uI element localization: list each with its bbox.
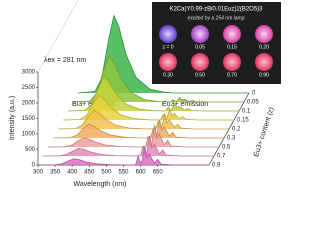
spectrum-fill xyxy=(48,125,219,147)
photo xyxy=(255,53,273,71)
inset-title: K2Ca(Y0.99-zBi0.01Euz)2(B2O5)3 xyxy=(169,7,263,13)
x-tick-label: 300 xyxy=(33,170,44,176)
inset-subtitle: excited by a 254 nm lamp xyxy=(188,15,245,21)
spectrum-line xyxy=(67,76,239,112)
x-tick-label: 550 xyxy=(118,170,129,176)
x-tick-label: 450 xyxy=(84,170,95,176)
y-tick-label: 2500 xyxy=(22,85,36,91)
y-tick-label: 2000 xyxy=(22,101,36,107)
x-tick-label: 650 xyxy=(153,170,164,176)
chart: Intensity (a.u.) Wavelength (nm) Eu3+ co… xyxy=(9,0,281,188)
photo xyxy=(191,53,209,71)
z-tick-label: 0.1 xyxy=(242,109,251,115)
z-tick-label: 0 xyxy=(252,91,256,97)
spectrum-fill xyxy=(43,135,214,156)
z-tick-label: 0.9 xyxy=(212,163,221,169)
y-tick-label: 3000 xyxy=(22,70,36,76)
spectrum-line xyxy=(72,54,244,103)
photo xyxy=(159,53,177,71)
axis-line xyxy=(37,0,79,73)
spectrum-line xyxy=(47,125,219,148)
annotation: λex = 281 nm xyxy=(44,57,86,64)
y-tick-label: 0 xyxy=(32,163,36,169)
inset-background xyxy=(152,2,281,84)
y-tick-label: 500 xyxy=(25,147,36,153)
photo-label: 0.70 xyxy=(227,72,237,78)
photo xyxy=(223,25,241,43)
y-tick-label: 1000 xyxy=(22,132,36,138)
z-axis-label: Eu3+ content (z) xyxy=(253,107,276,158)
y-axis-label: Intensity (a.u.) xyxy=(9,96,16,140)
spectrum-fill xyxy=(53,119,224,138)
photo-label: 0.30 xyxy=(163,72,173,78)
inset: K2Ca(Y0.99-zBi0.01Euz)2(B2O5)3 excited b… xyxy=(152,2,281,84)
spectrum-line xyxy=(52,119,224,139)
photo xyxy=(223,53,241,71)
photo-label: 0.90 xyxy=(259,72,269,78)
y-tick-label: 1500 xyxy=(22,116,36,122)
photo-label: z = 0 xyxy=(163,44,174,50)
spectrum-line xyxy=(37,146,209,166)
photo xyxy=(159,25,177,43)
photo-label: 0.05 xyxy=(195,44,205,50)
z-tick-label: 0.3 xyxy=(227,136,236,142)
x-tick-label: 500 xyxy=(101,170,112,176)
x-tick-label: 400 xyxy=(67,170,78,176)
spectrum-line xyxy=(77,14,249,94)
annotation: Eu3+ emission xyxy=(162,101,208,108)
photo-label: 0.15 xyxy=(227,44,237,50)
x-tick-label: 350 xyxy=(50,170,61,176)
photo-label: 0.50 xyxy=(195,72,205,78)
x-tick-label: 600 xyxy=(136,170,147,176)
spectrum-line xyxy=(42,135,214,157)
z-tick-label: 0.05 xyxy=(247,100,259,106)
photo-label: 0.20 xyxy=(259,44,269,50)
photo xyxy=(255,25,273,43)
z-tick-label: 0.7 xyxy=(217,154,226,160)
photo xyxy=(191,25,209,43)
z-tick-label: 0.15 xyxy=(237,118,249,124)
x-axis-label: Wavelength (nm) xyxy=(73,181,126,188)
z-tick-label: 0.5 xyxy=(222,145,231,151)
spectrum-line xyxy=(57,109,229,130)
spectrum-line xyxy=(62,94,234,121)
z-tick-label: 0.2 xyxy=(232,127,241,133)
